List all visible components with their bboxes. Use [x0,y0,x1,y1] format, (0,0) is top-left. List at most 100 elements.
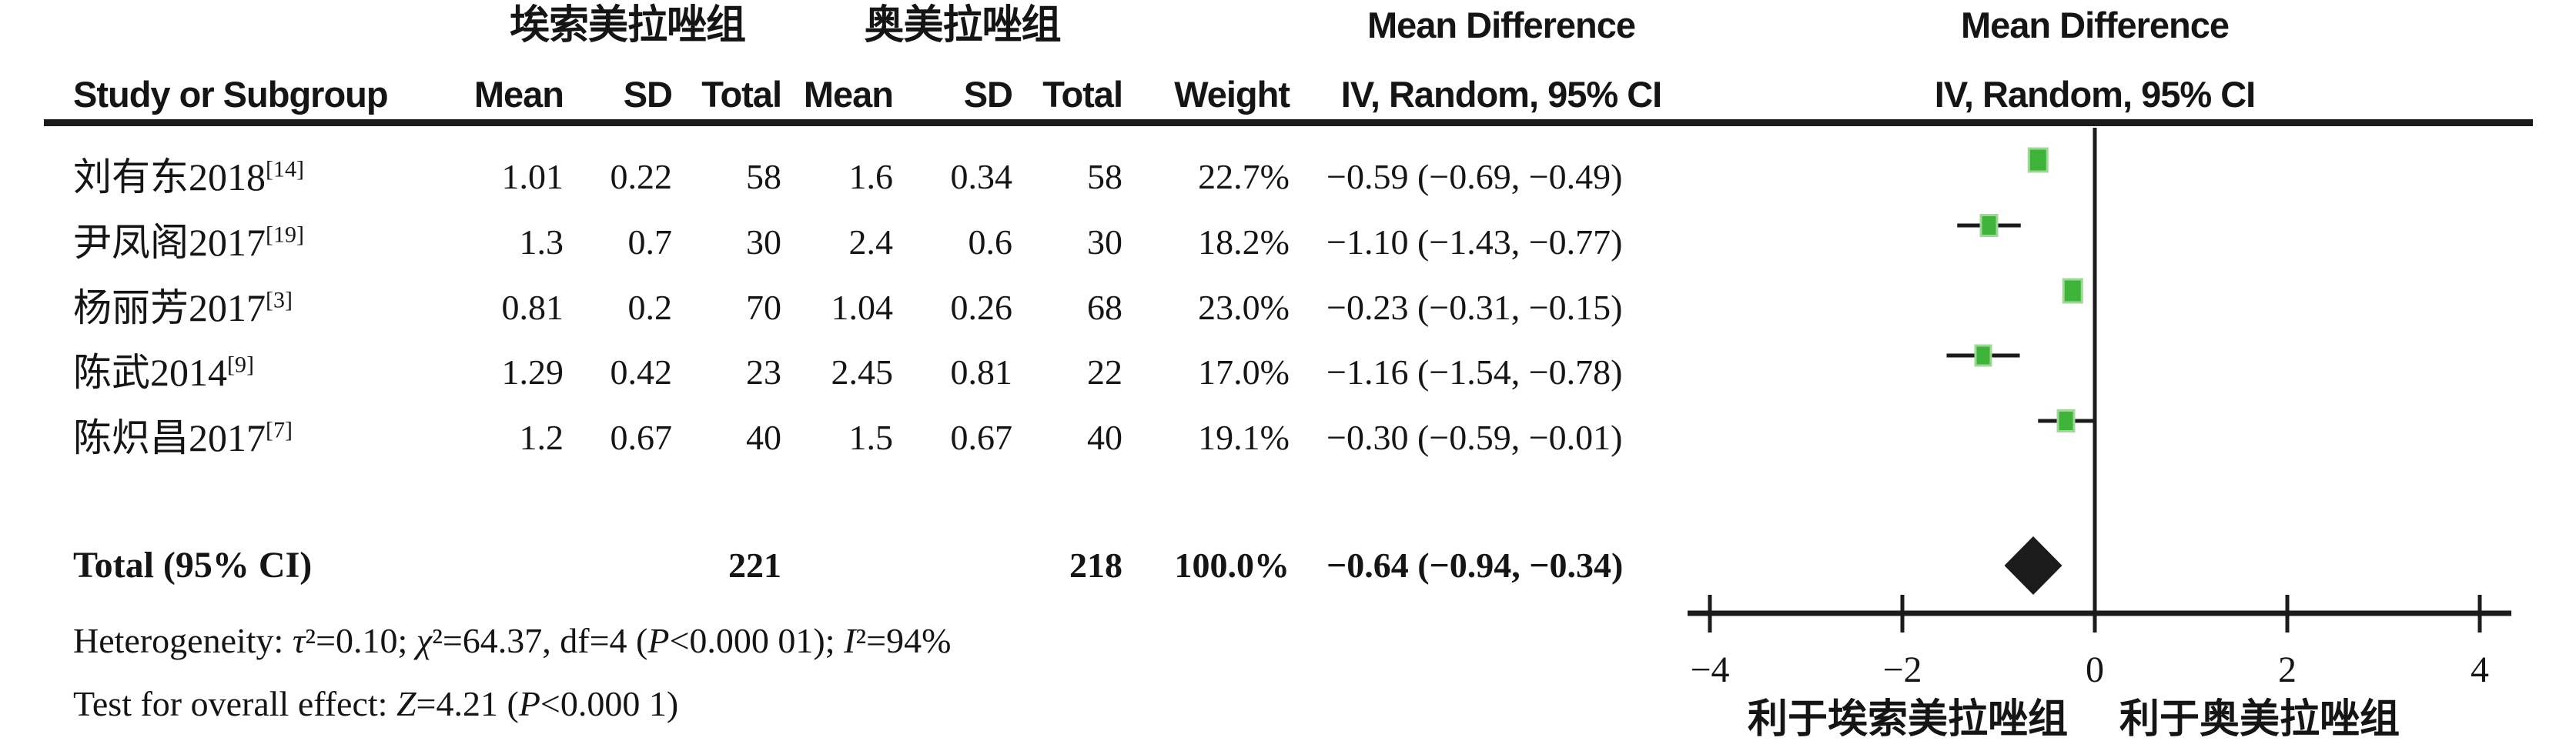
overall-effect-note: Test for overall effect: Z=4.21 (P<0.000… [73,682,678,726]
ctrl-mean: 2.45 [831,352,894,392]
text-run: ²=94% [855,621,952,660]
ci-text: −0.23 (−0.31, −0.15) [1326,288,1623,327]
ctrl-mean: 1.5 [848,418,894,457]
study-row: 陈武2014[9] 1.29 0.42 23 2.45 0.81 22 17.0% −1.16 … [0,349,1694,396]
exp-total: 40 [746,418,781,457]
exp-sd: 0.22 [610,157,673,196]
text-run: P [647,621,670,660]
study-name: 尹凤阁2017[19] [73,221,304,264]
ctrl-sd: 0.6 [968,222,1013,262]
total-exp-n: 221 [728,546,781,585]
method-plot-header: IV, Random, 95% CI [1934,74,2256,115]
exp-total: 23 [746,352,781,392]
ci-text: −1.10 (−1.43, −0.77) [1326,222,1623,262]
summary-diamond [2004,536,2062,595]
weight-value: 18.2% [1198,222,1290,262]
ctrl-total-header: Total [1042,74,1123,115]
effect-square [2062,278,2083,304]
total-ci: −0.64 (−0.94, −0.34) [1326,546,1624,585]
text-run: χ [416,621,433,660]
total-ctrl-n: 218 [1069,546,1122,585]
exp-total: 58 [746,157,781,196]
ctrl-mean: 1.6 [848,157,894,196]
text-run: =4.21 ( [416,684,519,723]
exp-sd: 0.42 [610,352,673,392]
study-column-header: Study or Subgroup [73,74,389,115]
weight-value: 19.1% [1198,418,1290,457]
exp-mean-header: Mean [473,74,564,115]
exp-sd: 0.7 [627,222,673,262]
header-rule [44,119,2533,126]
heterogeneity-note: Heterogeneity: τ²=0.10; χ²=64.37, df=4 (… [73,619,951,663]
ci-text: −0.30 (−0.59, −0.01) [1326,418,1623,457]
effect-square [2056,409,2076,432]
group-header-row: 埃索美拉唑组 奥美拉唑组 Mean Difference Mean Differ… [0,2,2576,49]
x-axis-tick-label: 2 [2278,649,2297,690]
ctrl-mean: 2.4 [848,222,894,262]
study-name: 刘有东2018[14] [73,155,304,199]
exp-mean: 1.29 [501,352,564,392]
study-row: 尹凤阁2017[19] 1.3 0.7 30 2.4 0.6 30 18.2% −1.10 (−… [0,219,1694,266]
text-run: ²=0.10; [305,621,417,660]
ctrl-total: 30 [1087,222,1122,262]
x-axis-tick-label: −4 [1690,649,1729,690]
study-ref: [7] [266,417,293,443]
ctrl-sd: 0.67 [950,418,1013,457]
effect-square [1979,214,1999,237]
effect-square [2027,147,2049,173]
ci-text: −1.16 (−1.54, −0.78) [1326,352,1623,392]
text-run: τ [292,621,306,660]
x-axis-tick-label: −2 [1882,649,1922,690]
experimental-group-header: 埃索美拉唑组 [509,3,746,48]
study-row: 杨丽芳2017[3] 0.81 0.2 70 1.04 0.26 68 23.0% −0.23 … [0,284,1694,332]
exp-mean: 1.3 [519,222,564,262]
study-ref: [19] [266,222,304,248]
exp-sd: 0.67 [610,418,673,457]
total-label: Total (95% CI) [73,545,313,586]
exp-total-header: Total [701,74,782,115]
study-row: 陈炽昌2017[7] 1.2 0.67 40 1.5 0.67 40 19.1% −0.30 (… [0,414,1694,462]
text-run: <0.000 1) [540,684,679,723]
ctrl-sd: 0.81 [950,352,1013,392]
exp-sd: 0.2 [627,288,673,327]
text-run: Z [396,684,417,723]
exp-total: 30 [746,222,781,262]
weight-value: 22.7% [1198,157,1290,196]
ctrl-sd-header: SD [963,74,1013,115]
ctrl-mean: 1.04 [831,288,894,327]
column-header-row: Study or Subgroup Mean SD Total Mean SD … [0,71,2576,118]
study-name: 陈武2014[9] [73,351,254,394]
method-column-header: IV, Random, 95% CI [1340,74,1662,115]
text-run: P [518,684,540,723]
study-name: 陈炽昌2017[7] [73,416,293,459]
study-ref: [3] [266,287,293,313]
text-run: I [844,621,856,660]
ctrl-total: 58 [1087,157,1122,196]
effect-square [1974,344,1992,367]
study-ref: [9] [227,352,254,378]
favors-left-label: 利于埃索美拉唑组 [1748,697,2068,742]
weight-header: Weight [1174,74,1290,115]
study-name: 杨丽芳2017[3] [73,286,293,329]
ctrl-sd: 0.26 [950,288,1013,327]
text-run: <0.000 01); [669,621,845,660]
weight-value: 17.0% [1198,352,1290,392]
study-ref: [14] [266,156,304,182]
ci-text: −0.59 (−0.69, −0.49) [1326,157,1623,196]
favors-right-label: 利于奥美拉唑组 [2119,697,2400,742]
exp-mean: 1.2 [519,418,564,457]
ctrl-mean-header: Mean [803,74,894,115]
exp-sd-header: SD [623,74,673,115]
text-run: Heterogeneity: [73,621,293,660]
text-run: Test for overall effect: [73,684,396,723]
ctrl-total: 22 [1087,352,1122,392]
x-axis-tick-label: 4 [2471,649,2489,690]
total-weight: 100.0% [1174,546,1290,585]
control-group-header: 奥美拉唑组 [864,3,1061,48]
x-axis-tick-label: 0 [2086,649,2104,690]
study-row: 刘有东2018[14] 1.01 0.22 58 1.6 0.34 58 22.7% −0.59… [0,153,1694,201]
weight-value: 23.0% [1198,288,1290,327]
ctrl-total: 68 [1087,288,1122,327]
